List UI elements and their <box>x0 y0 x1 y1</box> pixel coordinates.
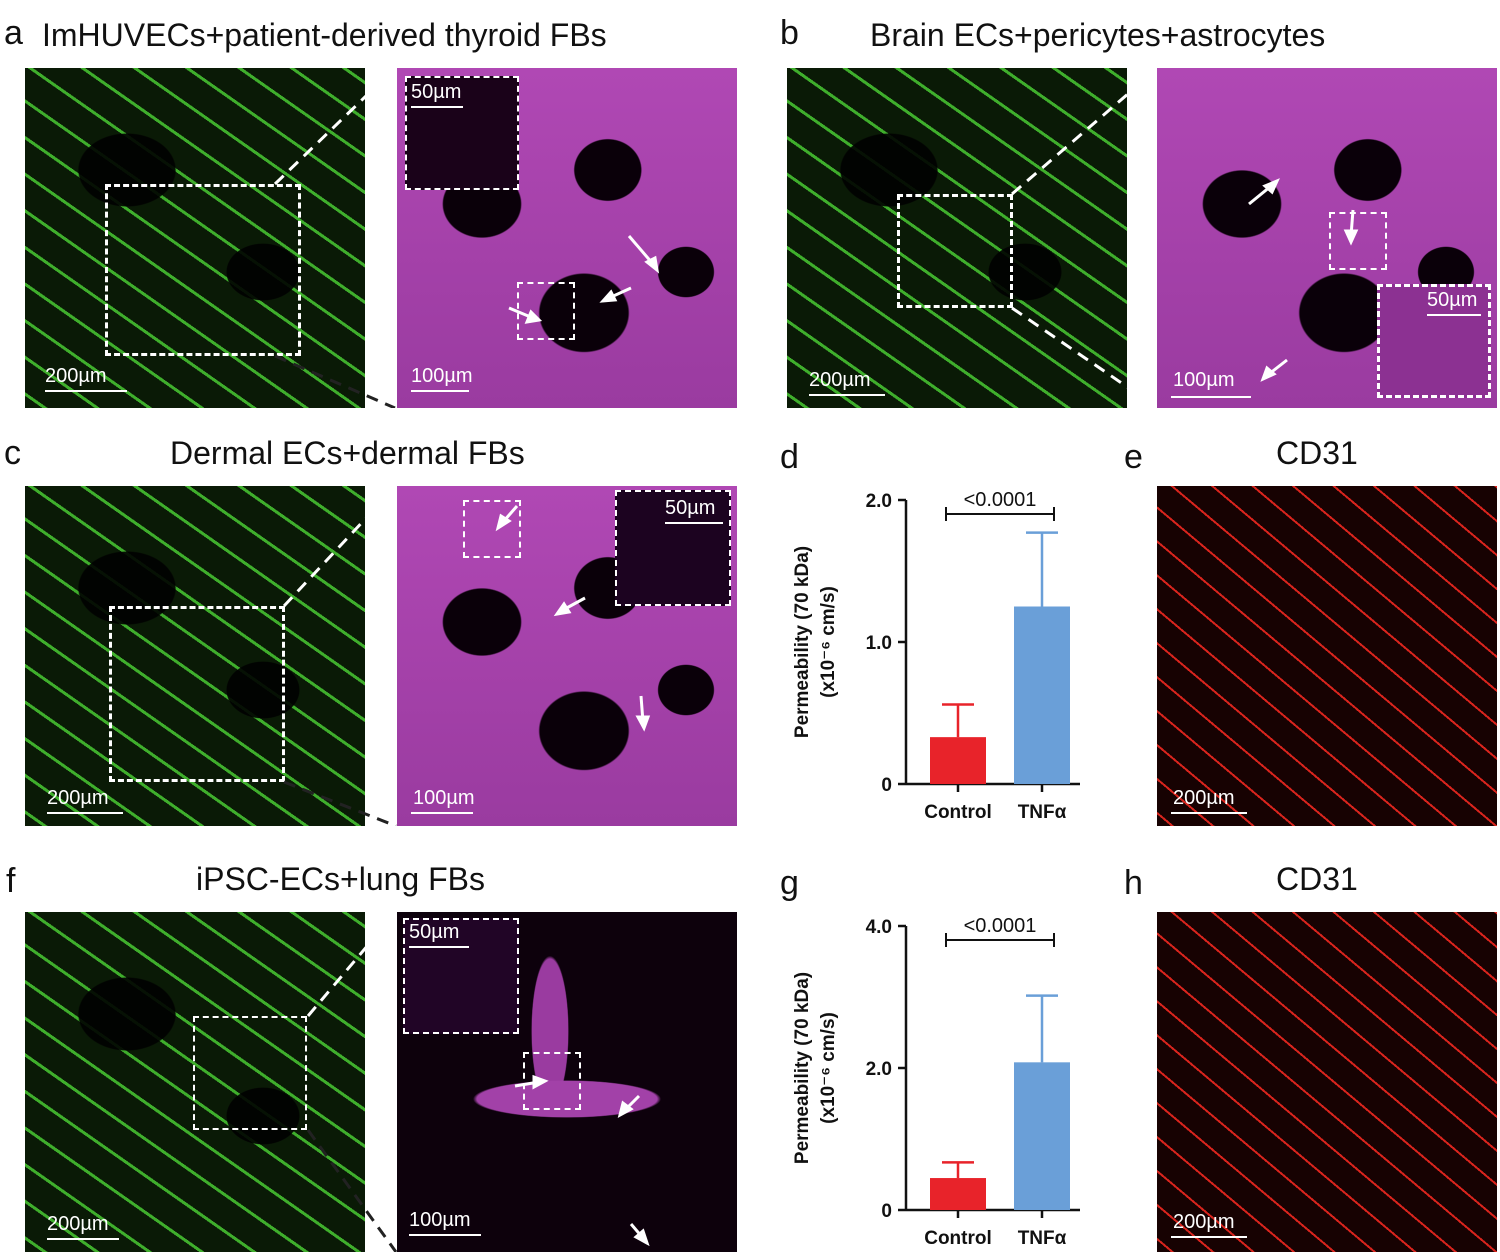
scale-bar-a-main <box>45 390 127 392</box>
chart-d-ylabel-line2: (x10⁻⁶ cm/s) <box>818 586 839 698</box>
inset-box-c <box>615 490 731 606</box>
scale-label-h: 200µm <box>1173 1211 1235 1233</box>
micrograph-a-green: 200µm <box>25 68 365 408</box>
scale-label-c-zoom: 100µm <box>413 787 475 809</box>
panel-label-b: b <box>780 14 799 52</box>
inset-box-b <box>1377 284 1491 398</box>
scale-label-f-inset: 50µm <box>409 921 460 943</box>
zoom-lines-b <box>1011 68 1159 408</box>
micrograph-a-magenta: 50µm 100µm <box>397 68 737 408</box>
panel-label-f: f <box>6 862 16 900</box>
scale-bar-b-zoom <box>1171 396 1251 398</box>
chart-g-svg: 0 2.0 4.0 Permeability (70 kDa) (x10⁻⁶ cm/s)… <box>792 915 1080 1249</box>
chart-g-bar-tnf <box>1014 1062 1070 1210</box>
scale-label-c-inset: 50µm <box>665 497 716 519</box>
scale-bar-c-main <box>47 812 123 814</box>
detail-box-b <box>1329 212 1387 270</box>
scale-bar-f-zoom <box>409 1234 481 1236</box>
zoom-box-f <box>193 1016 307 1130</box>
scale-label-e: 200µm <box>1173 787 1235 809</box>
panel-label-d: d <box>780 438 799 476</box>
micrograph-c-magenta: 50µm 100µm <box>397 486 737 826</box>
scale-label-b-inset: 50µm <box>1427 289 1478 311</box>
scale-bar-b-inset <box>1427 314 1481 316</box>
chart-d-ytick-label: 1.0 <box>866 633 892 654</box>
scale-label-a-main: 200µm <box>45 365 107 387</box>
chart-g-xtick-label: Control <box>924 1228 992 1249</box>
scale-bar-h <box>1171 1236 1247 1238</box>
scale-bar-f-inset <box>409 946 469 948</box>
micrograph-f-green: 200µm <box>25 912 365 1252</box>
chart-d-bar-tnf <box>1014 606 1070 784</box>
chart-d-ytick-label: 2.0 <box>866 491 892 512</box>
scale-bar-c-zoom <box>411 812 473 814</box>
chart-d-sig-label: <0.0001 <box>964 489 1037 511</box>
micrograph-f-magenta: 50µm 100µm <box>397 912 737 1252</box>
zoom-lines-f <box>306 912 398 1252</box>
chart-d-svg: 0 1.0 2.0 Permeability (70 kDa) (x10⁻⁶ cm/s)… <box>792 489 1080 823</box>
chart-g-xtick-label: TNFα <box>1018 1228 1067 1249</box>
chart-g-ytick-label: 2.0 <box>866 1059 892 1080</box>
detail-box-c <box>463 500 521 558</box>
arrows-c <box>495 505 651 732</box>
panel-title-b: Brain ECs+pericytes+astrocytes <box>870 17 1326 53</box>
panel-label-h: h <box>1124 864 1143 902</box>
panel-label-c: c <box>4 434 21 472</box>
chart-d-ytick-label: 0 <box>881 775 892 796</box>
chart-d-xtick-label: TNFα <box>1018 802 1067 823</box>
detail-box-f <box>523 1052 581 1110</box>
panel-title-h: CD31 <box>1276 861 1358 897</box>
scale-bar-f-main <box>47 1238 119 1240</box>
chart-g: 0 2.0 4.0 Permeability (70 kDa) (x10⁻⁶ cm/s)… <box>780 896 1140 1255</box>
panel-title-f: iPSC-ECs+lung FBs <box>196 861 485 897</box>
panel-title-a: ImHUVECs+patient-derived thyroid FBs <box>42 17 607 53</box>
micrograph-h-red: 200µm <box>1157 912 1497 1252</box>
chart-g-ylabel-line2: (x10⁻⁶ cm/s) <box>818 1012 839 1124</box>
chart-d: 0 1.0 2.0 Permeability (70 kDa) (x10⁻⁶ cm/s)… <box>780 470 1140 830</box>
scale-bar-c-inset <box>665 522 723 524</box>
chart-g-sig-label: <0.0001 <box>964 915 1037 937</box>
micrograph-b-green: 200µm <box>787 68 1127 408</box>
panel-label-e: e <box>1124 438 1143 476</box>
chart-g-ytick-label: 4.0 <box>866 917 892 938</box>
zoom-lines-a <box>273 68 397 408</box>
chart-g-bar-control <box>930 1178 986 1210</box>
scale-label-b-main: 200µm <box>809 369 871 391</box>
scale-label-f-zoom: 100µm <box>409 1209 471 1231</box>
inset-box-a <box>405 76 519 190</box>
zoom-box-b <box>897 194 1013 308</box>
arrows-a <box>508 235 660 324</box>
chart-g-ylabel-line1: Permeability (70 kDa) <box>792 972 813 1164</box>
panel-label-g: g <box>780 864 799 902</box>
chart-d-xtick-label: Control <box>924 802 992 823</box>
scale-label-c-main: 200µm <box>47 787 109 809</box>
chart-g-ytick-label: 0 <box>881 1201 892 1222</box>
panel-label-a: a <box>4 14 23 52</box>
panel-title-e: CD31 <box>1276 435 1358 471</box>
scale-bar-e <box>1171 812 1247 814</box>
micrograph-b-magenta: 50µm 100µm <box>1157 68 1497 408</box>
scale-bar-b-main <box>809 394 885 396</box>
arrows-b <box>1248 178 1359 382</box>
chart-d-bar-control <box>930 737 986 784</box>
scale-bar-a-inset <box>411 106 463 108</box>
scale-label-a-zoom: 100µm <box>411 365 473 387</box>
micrograph-c-green: 200µm <box>25 486 365 826</box>
scale-label-a-inset: 50µm <box>411 81 462 103</box>
zoom-box-c <box>109 606 285 782</box>
scale-label-f-main: 200µm <box>47 1213 109 1235</box>
zoom-box-a <box>105 184 301 356</box>
scale-label-b-zoom: 100µm <box>1173 369 1235 391</box>
panel-title-c: Dermal ECs+dermal FBs <box>170 435 525 471</box>
inset-box-f <box>403 918 519 1034</box>
arrows-f <box>514 1074 650 1247</box>
scale-bar-a-zoom <box>411 390 469 392</box>
zoom-lines-c <box>282 486 398 826</box>
chart-d-ylabel-line1: Permeability (70 kDa) <box>792 546 813 738</box>
micrograph-e-red: 200µm <box>1157 486 1497 826</box>
